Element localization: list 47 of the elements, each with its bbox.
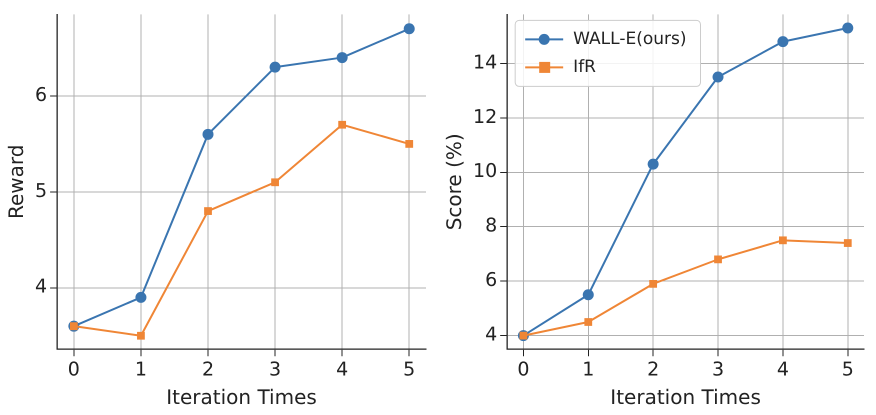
point [405,140,414,148]
legend-label: IfR [573,56,596,77]
x-tick-label: 1 [582,358,594,381]
x-tick-label: 0 [517,358,530,381]
x-tick-label: 5 [403,358,416,381]
point [649,280,658,288]
y-tick-label: 4 [485,324,498,346]
x-axis-title: Iteration Times [166,385,317,410]
x-tick-label: 0 [68,358,80,381]
point [202,128,214,140]
point [584,318,592,326]
point [844,239,852,247]
point [204,207,212,215]
point [336,52,348,64]
y-tick-label: 14 [472,51,498,74]
point [137,332,145,340]
x-tick-label: 2 [202,358,214,381]
x-tick-label: 4 [776,358,789,381]
x-tick-label: 3 [712,358,724,381]
x-tick-label: 4 [336,358,348,381]
x-tick-label: 3 [269,358,282,381]
y-tick-label: 12 [472,106,498,128]
y-tick-label: 5 [34,180,48,202]
point [271,178,279,186]
point [712,72,724,83]
x-axis-title: Iteration Times [610,385,761,410]
x-tick-label: 1 [134,358,147,381]
y-tick-label: 4 [34,276,48,298]
point [779,236,787,244]
point [270,62,281,73]
y-axis-title: Score (%) [442,133,466,230]
legend-label: WALL-E(ours) [573,28,687,49]
x-tick-label: 2 [647,358,660,381]
point [582,289,594,300]
y-tick-label: 6 [485,269,498,292]
point [714,255,722,264]
y-tick-label: 6 [34,84,48,106]
point [404,23,415,34]
point [135,292,146,303]
y-tick-label: 8 [485,214,498,237]
point [777,36,788,48]
y-axis-title: Reward [4,144,28,220]
y-tick-label: 10 [472,160,498,182]
point [842,22,854,34]
point [338,120,346,129]
x-tick-label: 5 [842,358,854,381]
point [648,158,659,170]
